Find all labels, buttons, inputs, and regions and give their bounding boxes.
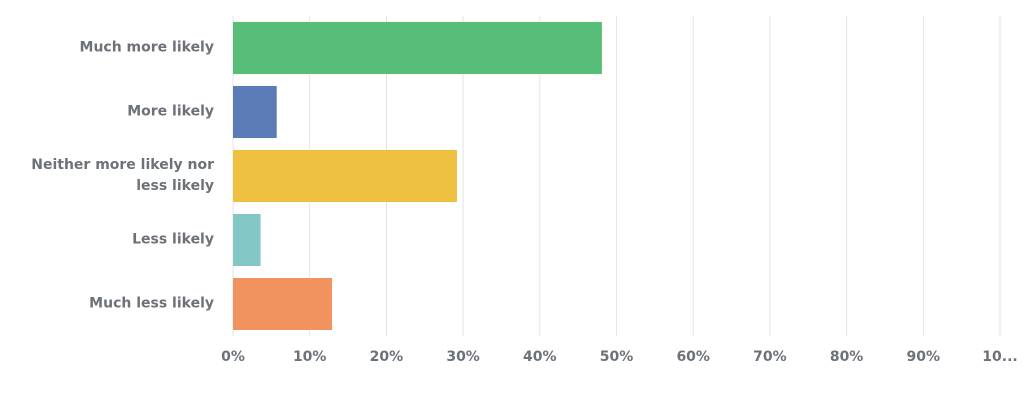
x-tick-label: 70% — [753, 349, 787, 365]
bar — [233, 86, 277, 138]
x-tick-label: 90% — [907, 349, 941, 365]
bar — [233, 22, 602, 74]
bar — [233, 278, 332, 330]
bar — [233, 214, 261, 266]
x-tick-label: 10% — [293, 349, 327, 365]
category-label: Less likely — [132, 231, 214, 248]
category-label: Much more likely — [79, 39, 214, 56]
x-tick-label: 0% — [221, 349, 245, 365]
category-label: Much less likely — [89, 295, 214, 312]
bar — [233, 150, 457, 202]
x-tick-label: 20% — [370, 349, 404, 365]
x-tick-label: 10... — [982, 349, 1017, 365]
category-label: More likely — [127, 103, 214, 120]
x-tick-label: 40% — [523, 349, 557, 365]
x-tick-label: 50% — [600, 349, 634, 365]
category-label: Neither more likely nor less likely — [31, 157, 214, 194]
x-tick-label: 60% — [676, 349, 710, 365]
x-tick-label: 80% — [830, 349, 864, 365]
x-tick-label: 30% — [446, 349, 480, 365]
